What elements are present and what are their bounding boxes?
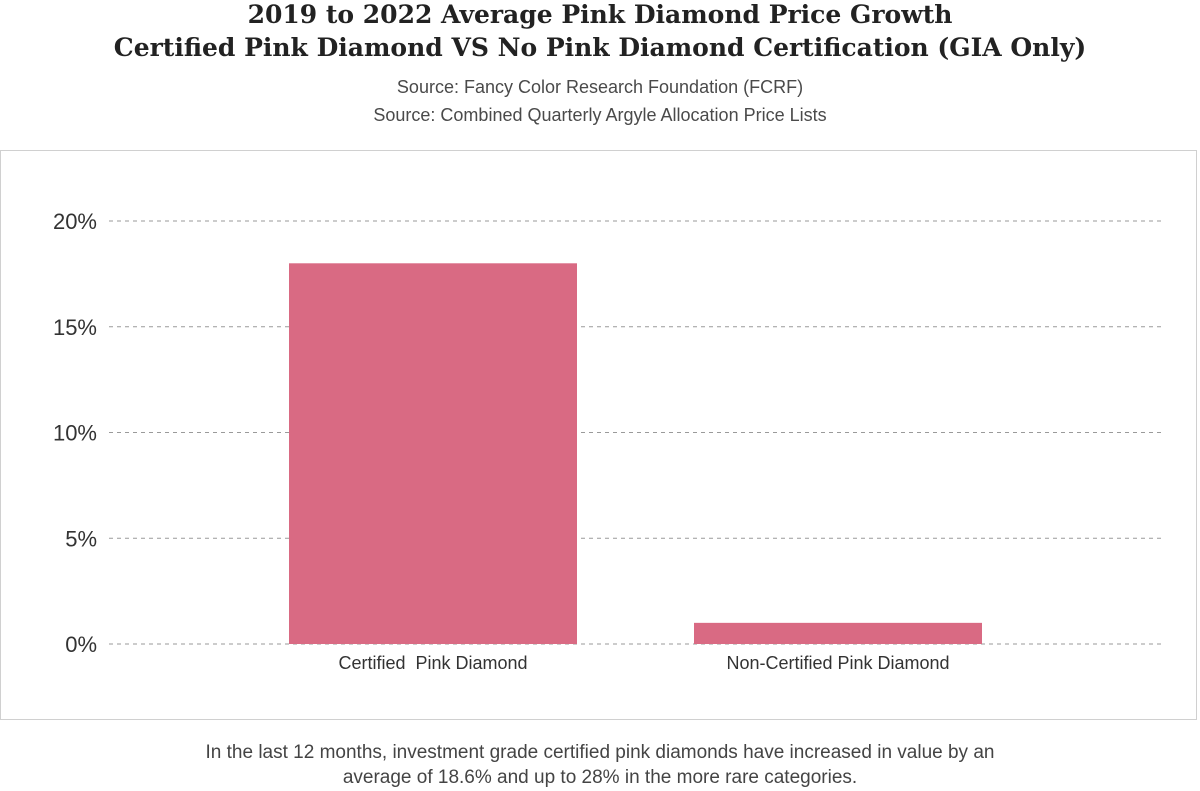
y-tick-label: 0%: [65, 632, 97, 657]
source-line-2: Source: Combined Quarterly Argyle Alloca…: [373, 105, 827, 125]
footnote-line-1: In the last 12 months, investment grade …: [205, 742, 995, 763]
x-category-label: Certified Pink Diamond: [338, 653, 527, 673]
bar: [694, 622, 982, 644]
chart-title-line-1: 2019 to 2022 Average Pink Diamond Price …: [247, 0, 953, 29]
bar: [289, 263, 577, 644]
bar-chart: 0% 5% 10% 15% 20% Certified Pink Diamond Non-C…: [53, 209, 1163, 673]
y-tick-label: 15%: [53, 315, 97, 340]
x-category-label: Non-Certified Pink Diamond: [726, 653, 949, 673]
chart-title-line-2: Certified Pink Diamond VS No Pink Diamon…: [113, 33, 1087, 62]
chart-frame: 0% 5% 10% 15% 20% Certified Pink Diamond Non-C…: [0, 150, 1197, 720]
y-tick-label: 5%: [65, 526, 97, 551]
y-tick-label: 20%: [53, 209, 97, 234]
footnote-line-2: average of 18.6% and up to 28% in the mo…: [342, 767, 858, 788]
y-tick-label: 10%: [53, 421, 97, 446]
source-line-1: Source: Fancy Color Research Foundation …: [396, 77, 804, 97]
